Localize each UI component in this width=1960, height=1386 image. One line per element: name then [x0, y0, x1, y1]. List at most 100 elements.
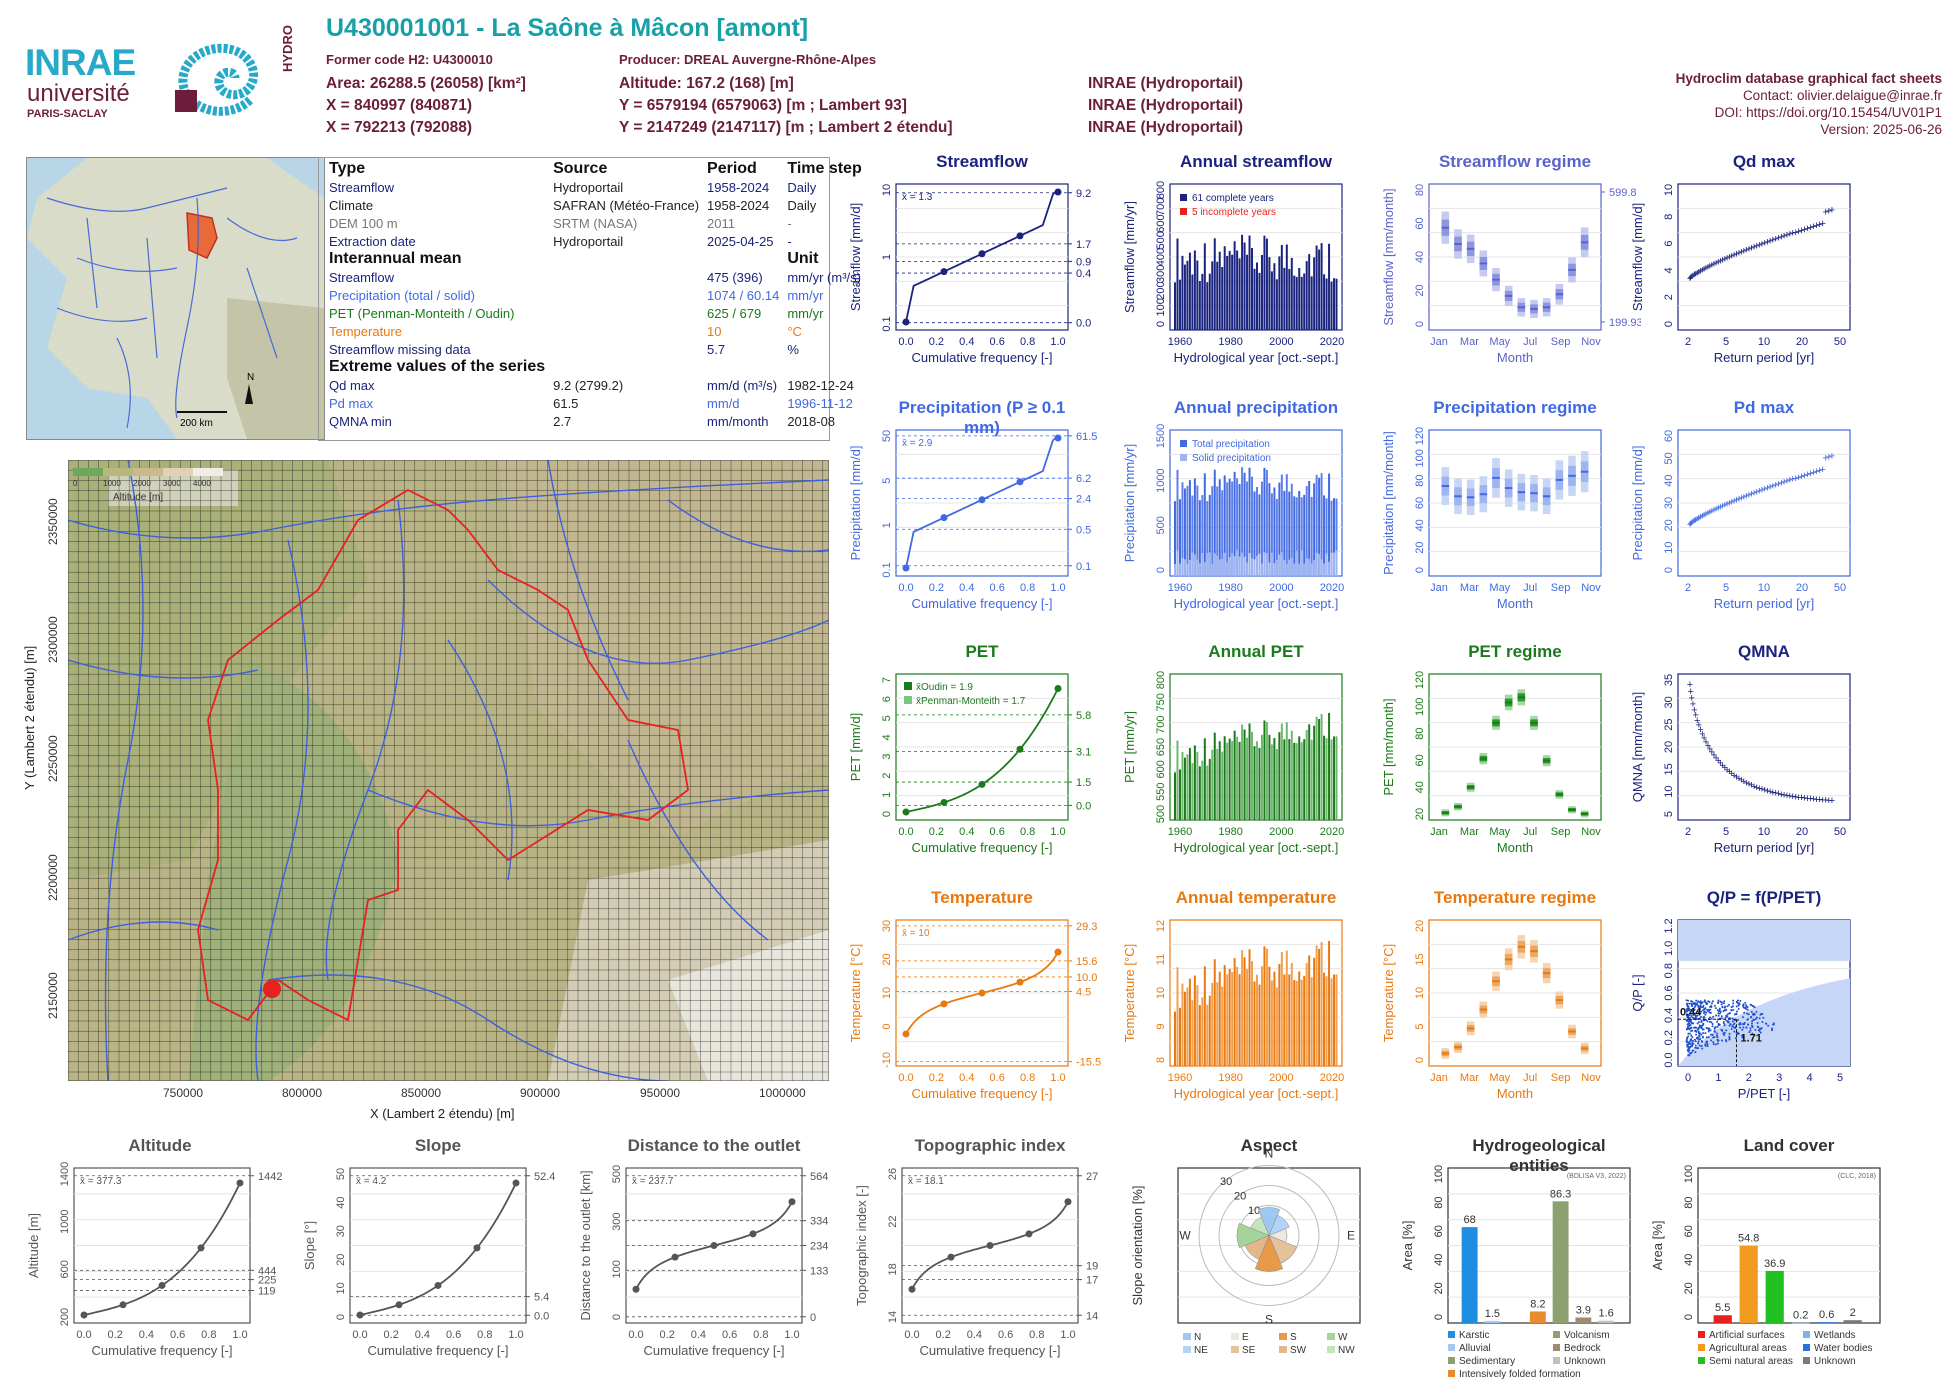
x-tick-label: 0.8 — [1029, 1329, 1044, 1341]
source-note: (BDLISA V3, 2022) — [1567, 1173, 1626, 1180]
annual-bar — [1290, 483, 1293, 576]
data-point: + — [1690, 699, 1696, 711]
annual-bar — [1174, 501, 1176, 576]
scatter-dot — [1713, 1027, 1716, 1030]
north-letter: N — [247, 372, 254, 383]
legend-label: Sedimentary — [1459, 1356, 1515, 1367]
right-tick-label: 9.2 — [1076, 188, 1091, 200]
x-tick-label: Jan — [1430, 336, 1448, 348]
aspect-ring-label: 20 — [1234, 1191, 1246, 1203]
x-tick-label: 0.0 — [628, 1329, 643, 1341]
annual-bar — [1238, 258, 1241, 330]
extreme-title-row-cell — [549, 358, 703, 376]
y-tick-label: 0.2 — [1663, 1030, 1675, 1045]
y-axis-label: Precipitation [mm/d] — [1630, 446, 1645, 561]
scatter-dot — [1720, 1017, 1723, 1020]
data-point: + — [1736, 773, 1742, 785]
scatter-dot — [1736, 1031, 1739, 1034]
annual-bar — [1268, 483, 1271, 576]
solid-bar — [1206, 553, 1209, 576]
contact-link[interactable]: Contact: olivier.delaigue@inrae.fr — [1742, 88, 1942, 103]
scatter-dot — [1733, 1019, 1736, 1022]
doi-link[interactable]: DOI: https://doi.org/10.15454/UV01P1 — [1714, 105, 1942, 120]
x-tick-label: 1.0 — [784, 1329, 799, 1341]
y-axis-label: Streamflow [mm/d] — [848, 203, 863, 311]
extreme-cell: 61.5 — [553, 395, 579, 411]
chart-annual_precipitation: Annual precipitation 1500 1000 500 0 1960 1980… — [1120, 398, 1382, 634]
scatter-dot — [1714, 1030, 1717, 1033]
source-note: (CLC, 2018) — [1838, 1173, 1876, 1180]
x-tick-label: 1980 — [1218, 1072, 1242, 1084]
scatter-dot — [1736, 1010, 1739, 1013]
x-tick-label: 5 — [1723, 336, 1729, 348]
scatter-dot — [1707, 1029, 1710, 1032]
annual-bar — [1226, 482, 1229, 576]
chart-svg: 50 5 1 0.1 61.5 6.2 2.4 0.5 0.1 0.0 0.2 0.4 0.6 0.8 1.… — [848, 429, 1097, 611]
y-tick-label: 35 — [1663, 674, 1675, 686]
y-tick-label: 20 — [1414, 284, 1426, 296]
annual-bar — [1238, 741, 1241, 820]
annual-bar — [1268, 966, 1271, 1066]
quantile-point — [1054, 434, 1062, 442]
annual-bar — [1280, 245, 1283, 330]
scatter-dot — [1702, 1016, 1705, 1019]
scatter-dot — [1721, 1006, 1724, 1009]
x-tick-label: 0.8 — [753, 1329, 768, 1341]
data-point: + — [1705, 740, 1711, 752]
legend-swatch — [1803, 1331, 1810, 1338]
x-tick-label: 0.4 — [691, 1329, 706, 1341]
river-line — [367, 789, 830, 827]
x-axis-label: Cumulative frequency [-] — [920, 1343, 1061, 1358]
mean-label: Streamflow — [329, 269, 395, 285]
annual-bar — [1303, 494, 1306, 576]
y-tick-label: 50 — [881, 430, 893, 442]
river-line — [547, 459, 629, 701]
data-point: + — [1770, 787, 1776, 799]
solid-bar — [1178, 563, 1181, 576]
scatter-dot — [1685, 1039, 1688, 1042]
annual-bar — [1330, 281, 1333, 330]
db-title: Hydroclim database graphical fact sheets — [1675, 71, 1942, 86]
data-point: + — [1754, 782, 1760, 794]
scatter-dot — [1732, 1026, 1735, 1029]
data-point: + — [1719, 760, 1725, 772]
annual-bar — [1305, 729, 1308, 820]
data-point: + — [1694, 513, 1700, 525]
data-point: + — [1767, 236, 1773, 248]
y-tick-label: 0 — [1414, 1057, 1426, 1063]
data-point: + — [1778, 232, 1784, 244]
y-tick-label: 6 — [1663, 241, 1675, 247]
annual-bar — [1231, 972, 1234, 1066]
annual-bar — [1236, 736, 1239, 820]
data-point: + — [1697, 511, 1703, 523]
main-map-svg: 0 1000 2000 3000 4000 Altitude [m] — [67, 459, 830, 1082]
annual-bar — [1174, 282, 1176, 330]
data-point: + — [1736, 494, 1742, 506]
x-tick-label: 2000 — [1269, 336, 1293, 348]
quantile-point — [1016, 232, 1024, 240]
solid-bar — [1275, 559, 1278, 576]
scatter-dot — [1710, 1017, 1713, 1020]
scatter-dot — [1743, 1021, 1746, 1024]
data-point: + — [1801, 224, 1807, 236]
y-tick-label: 600 — [1155, 760, 1167, 778]
scatter-dot — [1687, 1032, 1690, 1035]
scatter-dot — [1722, 1002, 1725, 1005]
data-point: + — [1691, 704, 1697, 716]
solid-bar — [1191, 552, 1194, 576]
annual-bar — [1198, 281, 1201, 330]
data-point: + — [1743, 491, 1749, 503]
solid-bar — [1208, 552, 1211, 576]
category-bar — [1552, 1201, 1569, 1323]
annual-bar — [1216, 261, 1219, 330]
scatter-dot — [1750, 1004, 1753, 1007]
x-tick-label: 0.2 — [384, 1329, 399, 1341]
scatter-dot — [1707, 1036, 1710, 1039]
chart-svg: 500 300 100 0 564 334 234 133 0 0.0 0.2 0.4 0.6 0.8 1.… — [578, 1165, 828, 1358]
annual-bar — [1253, 491, 1256, 576]
x-tick-label: 1980 — [1218, 336, 1242, 348]
annual-bar — [1198, 1005, 1201, 1066]
solid-bar — [1273, 563, 1276, 576]
chart-svg: 1.2 1.0 0.8 0.6 0.4 0.2 0.0 0 1 2 3 4 5 Q/P [-] P/PET … — [1630, 918, 1851, 1101]
data-point: + — [1741, 776, 1747, 788]
